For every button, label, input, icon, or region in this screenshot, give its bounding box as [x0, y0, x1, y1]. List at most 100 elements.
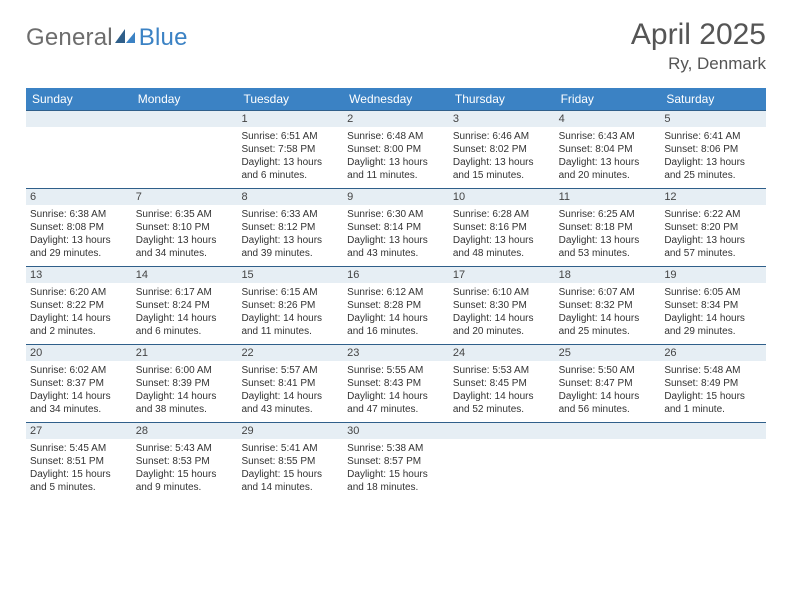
day-details: Sunrise: 6:48 AMSunset: 8:00 PMDaylight:… — [343, 127, 449, 188]
sunset-line: Sunset: 8:14 PM — [347, 221, 445, 234]
sunrise-line: Sunrise: 5:48 AM — [664, 364, 762, 377]
day-cell: 6Sunrise: 6:38 AMSunset: 8:08 PMDaylight… — [26, 188, 132, 266]
day-details: Sunrise: 6:02 AMSunset: 8:37 PMDaylight:… — [26, 361, 132, 422]
day-details: Sunrise: 6:12 AMSunset: 8:28 PMDaylight:… — [343, 283, 449, 344]
daylight-line: Daylight: 14 hours and 56 minutes. — [559, 390, 657, 416]
week-row: 1Sunrise: 6:51 AMSunset: 7:58 PMDaylight… — [26, 110, 766, 188]
daylight-line: Daylight: 13 hours and 11 minutes. — [347, 156, 445, 182]
logo-text-general: General — [26, 24, 113, 52]
day-cell: 18Sunrise: 6:07 AMSunset: 8:32 PMDayligh… — [555, 266, 661, 344]
daylight-line: Daylight: 15 hours and 14 minutes. — [241, 468, 339, 494]
sunset-line: Sunset: 8:57 PM — [347, 455, 445, 468]
day-details: Sunrise: 6:05 AMSunset: 8:34 PMDaylight:… — [660, 283, 766, 344]
day-number-bar — [132, 110, 238, 127]
sunrise-line: Sunrise: 5:55 AM — [347, 364, 445, 377]
empty-cell — [660, 422, 766, 500]
sunset-line: Sunset: 8:26 PM — [241, 299, 339, 312]
day-number-bar: 26 — [660, 344, 766, 361]
day-cell: 26Sunrise: 5:48 AMSunset: 8:49 PMDayligh… — [660, 344, 766, 422]
day-details: Sunrise: 5:48 AMSunset: 8:49 PMDaylight:… — [660, 361, 766, 422]
sunset-line: Sunset: 8:04 PM — [559, 143, 657, 156]
day-details: Sunrise: 6:10 AMSunset: 8:30 PMDaylight:… — [449, 283, 555, 344]
sunrise-line: Sunrise: 6:38 AM — [30, 208, 128, 221]
daylight-line: Daylight: 14 hours and 20 minutes. — [453, 312, 551, 338]
sunset-line: Sunset: 8:45 PM — [453, 377, 551, 390]
day-number-bar: 19 — [660, 266, 766, 283]
day-cell: 29Sunrise: 5:41 AMSunset: 8:55 PMDayligh… — [237, 422, 343, 500]
day-details: Sunrise: 5:50 AMSunset: 8:47 PMDaylight:… — [555, 361, 661, 422]
daylight-line: Daylight: 14 hours and 38 minutes. — [136, 390, 234, 416]
sunset-line: Sunset: 7:58 PM — [241, 143, 339, 156]
day-details: Sunrise: 6:17 AMSunset: 8:24 PMDaylight:… — [132, 283, 238, 344]
daylight-line: Daylight: 13 hours and 15 minutes. — [453, 156, 551, 182]
day-number-bar: 18 — [555, 266, 661, 283]
daylight-line: Daylight: 14 hours and 29 minutes. — [664, 312, 762, 338]
day-details: Sunrise: 5:41 AMSunset: 8:55 PMDaylight:… — [237, 439, 343, 500]
day-number-bar: 9 — [343, 188, 449, 205]
daylight-line: Daylight: 14 hours and 43 minutes. — [241, 390, 339, 416]
weekday-header: Wednesday — [343, 88, 449, 110]
sunset-line: Sunset: 8:28 PM — [347, 299, 445, 312]
sunrise-line: Sunrise: 6:46 AM — [453, 130, 551, 143]
sunrise-line: Sunrise: 6:02 AM — [30, 364, 128, 377]
daylight-line: Daylight: 15 hours and 1 minute. — [664, 390, 762, 416]
day-details: Sunrise: 6:51 AMSunset: 7:58 PMDaylight:… — [237, 127, 343, 188]
month-title: April 2025 — [631, 18, 766, 52]
daylight-line: Daylight: 13 hours and 6 minutes. — [241, 156, 339, 182]
daylight-line: Daylight: 15 hours and 9 minutes. — [136, 468, 234, 494]
sunset-line: Sunset: 8:41 PM — [241, 377, 339, 390]
sunset-line: Sunset: 8:32 PM — [559, 299, 657, 312]
daylight-line: Daylight: 14 hours and 52 minutes. — [453, 390, 551, 416]
daylight-line: Daylight: 13 hours and 20 minutes. — [559, 156, 657, 182]
day-details: Sunrise: 5:38 AMSunset: 8:57 PMDaylight:… — [343, 439, 449, 500]
day-cell: 4Sunrise: 6:43 AMSunset: 8:04 PMDaylight… — [555, 110, 661, 188]
sunrise-line: Sunrise: 6:28 AM — [453, 208, 551, 221]
day-cell: 24Sunrise: 5:53 AMSunset: 8:45 PMDayligh… — [449, 344, 555, 422]
daylight-line: Daylight: 13 hours and 57 minutes. — [664, 234, 762, 260]
sunrise-line: Sunrise: 5:57 AM — [241, 364, 339, 377]
empty-cell — [26, 110, 132, 188]
day-number-bar: 29 — [237, 422, 343, 439]
sunset-line: Sunset: 8:55 PM — [241, 455, 339, 468]
calendar-grid: SundayMondayTuesdayWednesdayThursdayFrid… — [26, 88, 766, 500]
day-number-bar: 15 — [237, 266, 343, 283]
sunrise-line: Sunrise: 5:38 AM — [347, 442, 445, 455]
day-details: Sunrise: 6:22 AMSunset: 8:20 PMDaylight:… — [660, 205, 766, 266]
sunset-line: Sunset: 8:12 PM — [241, 221, 339, 234]
sunrise-line: Sunrise: 5:43 AM — [136, 442, 234, 455]
day-number-bar: 25 — [555, 344, 661, 361]
sunset-line: Sunset: 8:18 PM — [559, 221, 657, 234]
sunset-line: Sunset: 8:00 PM — [347, 143, 445, 156]
day-details: Sunrise: 6:15 AMSunset: 8:26 PMDaylight:… — [237, 283, 343, 344]
day-number-bar: 6 — [26, 188, 132, 205]
sunset-line: Sunset: 8:47 PM — [559, 377, 657, 390]
sunrise-line: Sunrise: 6:25 AM — [559, 208, 657, 221]
sunrise-line: Sunrise: 6:12 AM — [347, 286, 445, 299]
logo: General Blue — [26, 18, 188, 52]
day-cell: 30Sunrise: 5:38 AMSunset: 8:57 PMDayligh… — [343, 422, 449, 500]
day-details: Sunrise: 6:30 AMSunset: 8:14 PMDaylight:… — [343, 205, 449, 266]
day-number-bar: 23 — [343, 344, 449, 361]
sunrise-line: Sunrise: 6:10 AM — [453, 286, 551, 299]
empty-cell — [555, 422, 661, 500]
logo-text-blue: Blue — [139, 24, 188, 52]
sunset-line: Sunset: 8:08 PM — [30, 221, 128, 234]
day-details: Sunrise: 6:20 AMSunset: 8:22 PMDaylight:… — [26, 283, 132, 344]
day-number-bar: 2 — [343, 110, 449, 127]
day-number-bar: 20 — [26, 344, 132, 361]
day-number-bar: 16 — [343, 266, 449, 283]
day-cell: 8Sunrise: 6:33 AMSunset: 8:12 PMDaylight… — [237, 188, 343, 266]
day-cell: 9Sunrise: 6:30 AMSunset: 8:14 PMDaylight… — [343, 188, 449, 266]
day-number-bar: 24 — [449, 344, 555, 361]
sunrise-line: Sunrise: 6:22 AM — [664, 208, 762, 221]
day-number-bar: 8 — [237, 188, 343, 205]
daylight-line: Daylight: 14 hours and 2 minutes. — [30, 312, 128, 338]
weekday-header: Sunday — [26, 88, 132, 110]
sunset-line: Sunset: 8:37 PM — [30, 377, 128, 390]
weekday-header: Tuesday — [237, 88, 343, 110]
day-number-bar: 11 — [555, 188, 661, 205]
weekday-header-row: SundayMondayTuesdayWednesdayThursdayFrid… — [26, 88, 766, 110]
day-details: Sunrise: 6:43 AMSunset: 8:04 PMDaylight:… — [555, 127, 661, 188]
day-number-bar: 30 — [343, 422, 449, 439]
day-number-bar: 1 — [237, 110, 343, 127]
